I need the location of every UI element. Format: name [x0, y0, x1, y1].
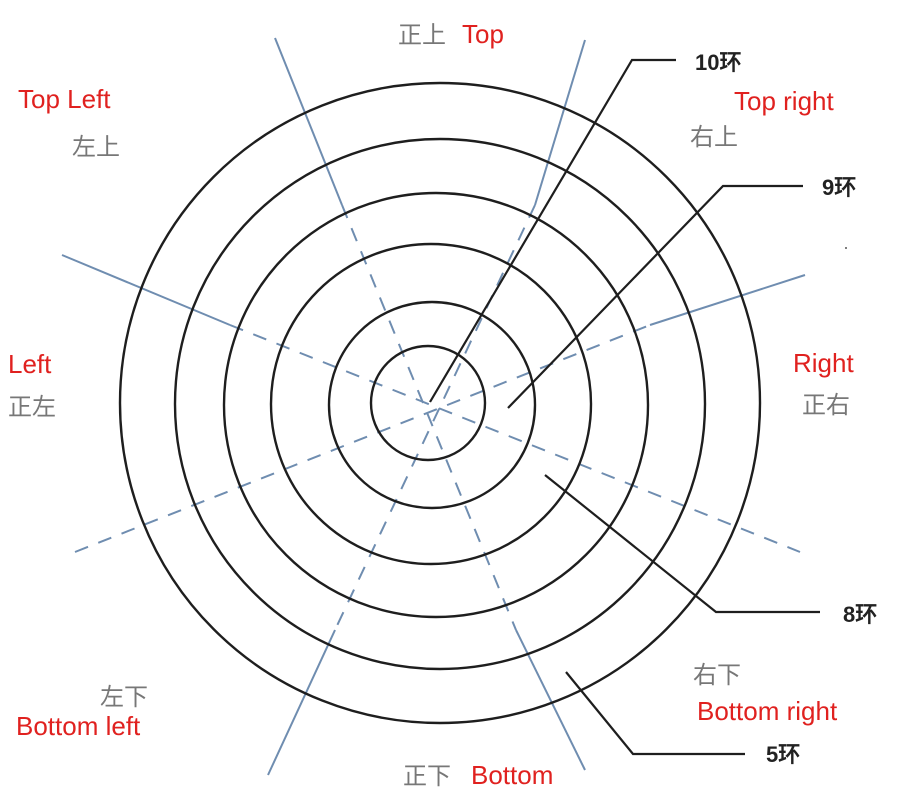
guide-steep-a-outer-bottom	[515, 629, 586, 771]
leader-ring-9	[507, 184, 803, 409]
label-right-zh: 正右	[802, 391, 850, 419]
label-top-left-en: Top Left	[18, 84, 111, 114]
label-bottom-left-en: Bottom left	[16, 711, 141, 741]
guide-shallow-a-inner	[229, 324, 801, 553]
label-right-en: Right	[793, 348, 854, 378]
leader-ring-5	[565, 671, 745, 756]
ring-center	[369, 344, 487, 462]
label-left-en: Left	[8, 349, 52, 379]
leader-ring-10	[429, 58, 676, 403]
guide-steep-a-inner	[341, 204, 517, 631]
ring-label-10: 10环	[695, 50, 741, 75]
stray-dot	[845, 247, 847, 249]
ring-outer-3	[222, 191, 650, 619]
label-top-right-en: Top right	[734, 86, 834, 116]
label-top-zh: 正上	[398, 21, 446, 49]
label-top-left-zh: 左上	[72, 133, 120, 161]
label-left-zh: 正左	[8, 393, 56, 421]
label-bottom-en: Bottom	[471, 760, 553, 790]
ring-leaders	[429, 58, 820, 756]
leader-ring-8	[544, 474, 820, 614]
ring-label-5: 5环	[766, 742, 800, 767]
target-rings	[118, 81, 762, 725]
label-top-right-zh: 右上	[690, 123, 738, 151]
ring-outer-5	[327, 300, 537, 510]
guide-steep-b-inner	[334, 204, 536, 631]
guide-steep-b-outer-top	[534, 39, 586, 206]
ring-label-9: 9环	[822, 175, 856, 200]
guide-steep-b-outer-bottom	[267, 629, 336, 776]
label-bottom-right-en: Bottom right	[697, 696, 838, 726]
label-bottom-right-zh: 右下	[693, 661, 741, 689]
guide-shallow-b-outer-right	[649, 274, 806, 326]
label-top-en: Top	[462, 19, 504, 49]
ring-outer-4	[269, 242, 593, 566]
ring-outer-2	[173, 137, 707, 671]
guide-shallow-b-inner	[74, 324, 651, 553]
ring-outer-1	[118, 81, 762, 725]
guide-steep-a-outer-top	[274, 37, 343, 206]
ring-label-8: 8环	[843, 602, 877, 627]
label-bottom-left-zh: 左下	[100, 683, 148, 711]
label-bottom-zh: 正下	[403, 762, 451, 790]
guide-shallow-a-outer-left	[61, 254, 231, 326]
